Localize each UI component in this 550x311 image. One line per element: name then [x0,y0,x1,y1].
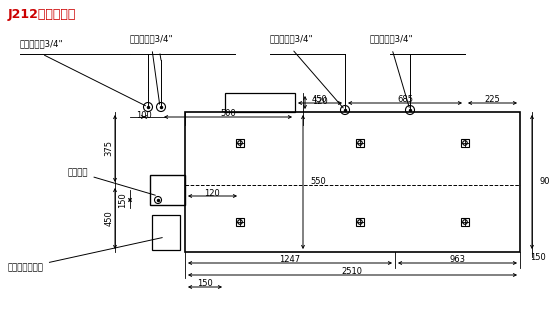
Bar [461,218,469,226]
Bar [236,218,244,226]
Text: 450: 450 [312,95,328,104]
Text: 375: 375 [104,141,113,156]
Text: 225: 225 [484,95,500,104]
Text: 550: 550 [310,178,326,187]
Text: 900: 900 [540,178,550,187]
Bar [356,218,364,226]
Text: 电源进口: 电源进口 [68,168,155,195]
Text: 冷却水出口3/4": 冷却水出口3/4" [370,34,414,43]
Text: 100: 100 [136,110,152,119]
Text: 120: 120 [312,98,328,106]
Bar [356,139,364,147]
Text: 963: 963 [449,256,465,264]
Text: 冷却水出口3/4": 冷却水出口3/4" [130,34,174,43]
Text: 冷却水进口3/4": 冷却水进口3/4" [20,39,64,48]
Bar [152,215,180,250]
Text: 1247: 1247 [279,256,300,264]
Text: 150: 150 [118,192,128,208]
Text: 150: 150 [530,253,546,262]
Bar [150,175,185,205]
Bar [461,139,469,147]
Bar [236,139,244,147]
Text: 120: 120 [204,188,220,197]
Text: 450: 450 [104,211,113,226]
Text: 2510: 2510 [342,267,362,276]
Bar [185,112,520,252]
Text: J212基础安装图: J212基础安装图 [8,8,76,21]
Text: 150: 150 [197,280,213,289]
Text: 685: 685 [397,95,413,104]
Text: 冷却水进口3/4": 冷却水进口3/4" [270,34,314,43]
Text: 机器控制电气箱: 机器控制电气箱 [8,238,162,272]
Text: 500: 500 [220,109,236,118]
Bar [225,93,295,112]
